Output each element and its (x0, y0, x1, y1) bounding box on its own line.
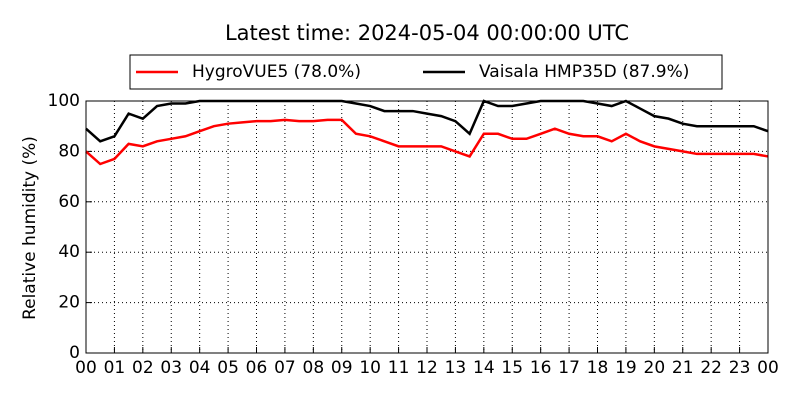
x-tick-label: 02 (132, 358, 154, 378)
x-tick-label: 21 (672, 358, 694, 378)
x-tick-label: 10 (359, 358, 381, 378)
x-tick-label: 13 (445, 358, 467, 378)
x-tick-label: 15 (501, 358, 523, 378)
x-tick-label: 05 (217, 358, 239, 378)
x-tick-label: 17 (558, 358, 580, 378)
x-tick-label: 00 (757, 358, 779, 378)
y-tick-label: 60 (58, 192, 80, 212)
x-tick-label: 01 (104, 358, 126, 378)
data-line (85, 118, 769, 166)
x-tick-label: 22 (700, 358, 722, 378)
x-tick-label: 19 (615, 358, 637, 378)
legend-label: Vaisala HMP35D (87.9%) (479, 62, 689, 82)
x-tick-label: 00 (75, 358, 97, 378)
y-tick-label: 80 (58, 141, 80, 161)
x-tick-label: 07 (274, 358, 296, 378)
x-tick-label: 09 (331, 358, 353, 378)
y-tick-label: 100 (48, 91, 80, 111)
y-tick-label: 0 (69, 343, 80, 363)
x-tick-label: 16 (530, 358, 552, 378)
legend-label: HygroVUE5 (78.0%) (192, 62, 361, 82)
x-tick-label: 03 (160, 358, 182, 378)
x-tick-label: 23 (729, 358, 751, 378)
x-tick-label: 11 (388, 358, 410, 378)
x-tick-label: 12 (416, 358, 438, 378)
y-axis-label: Relative humidity (%) (20, 136, 40, 320)
x-tick-label: 18 (587, 358, 609, 378)
x-tick-label: 08 (303, 358, 325, 378)
x-tick-label: 04 (189, 358, 211, 378)
x-tick-label: 14 (473, 358, 495, 378)
x-tick-label: 20 (644, 358, 666, 378)
y-tick-label: 20 (58, 293, 80, 313)
chart-title: Latest time: 2024-05-04 00:00:00 UTC (225, 21, 629, 45)
y-tick-label: 40 (58, 242, 80, 262)
x-tick-label: 06 (246, 358, 268, 378)
plot-frame (85, 100, 769, 354)
